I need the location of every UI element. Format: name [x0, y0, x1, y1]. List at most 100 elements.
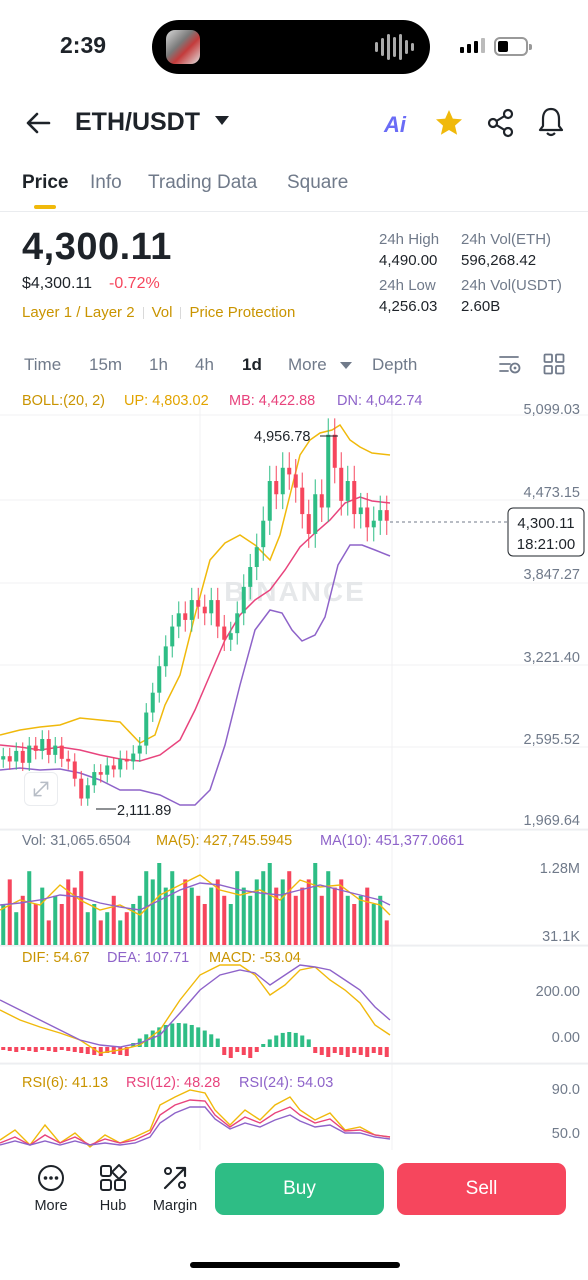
volume-bar — [131, 904, 136, 945]
stat-24h-vol-usdt-value: 2.60B — [461, 298, 501, 315]
price-tick-2: 3,847.27 — [524, 567, 580, 583]
interval-more-caret-icon[interactable] — [340, 362, 352, 369]
macd-histogram — [1, 1023, 389, 1058]
margin-icon[interactable] — [160, 1163, 190, 1193]
volume-bar — [384, 920, 389, 945]
macd-bar — [267, 1039, 272, 1047]
macd-bar — [235, 1047, 240, 1052]
last-price: 4,300.11 — [22, 226, 172, 268]
chart-settings-icon[interactable] — [498, 353, 522, 375]
rsi-6-line — [0, 1089, 391, 1148]
candle-body — [222, 626, 227, 640]
tab-info[interactable]: Info — [90, 172, 122, 193]
macd-bar — [254, 1047, 259, 1052]
candle-body — [228, 633, 233, 640]
macd-bar — [79, 1047, 84, 1053]
hub-label[interactable]: Hub — [99, 1198, 127, 1214]
rsi-24: RSI(24): 54.03 — [239, 1075, 333, 1091]
stat-24h-vol-eth-value: 596,268.42 — [461, 252, 537, 269]
trading-pair-title[interactable]: ETH/USDT — [75, 108, 200, 136]
stat-24h-low-value: 4,256.03 — [379, 298, 438, 315]
interval-15m[interactable]: 15m — [89, 355, 123, 374]
current-price-box — [507, 507, 585, 557]
macd-bar — [163, 1024, 168, 1047]
buy-button[interactable]: Buy — [215, 1163, 384, 1215]
tag-price-protection[interactable]: Price Protection — [189, 304, 296, 321]
volume-bar — [209, 887, 214, 945]
fullscreen-expand-icon[interactable] — [24, 772, 58, 806]
tag-layer[interactable]: Layer 1 / Layer 2 — [22, 304, 135, 321]
candle-body — [85, 785, 90, 799]
candle-body — [66, 758, 71, 762]
boll-upper-band — [0, 423, 391, 744]
candle-body — [14, 750, 19, 762]
pair-dropdown-caret-icon[interactable] — [215, 116, 229, 125]
rsi-6: RSI(6): 41.13 — [22, 1075, 108, 1091]
macd-bar — [332, 1047, 337, 1053]
volume-bar — [228, 904, 233, 945]
more-icon[interactable] — [36, 1163, 66, 1193]
candle-body — [261, 520, 266, 548]
candle-body — [254, 547, 259, 568]
volume-bar — [170, 871, 175, 945]
interval-time[interactable]: Time — [24, 355, 62, 374]
volume-tick-max: 1.28M — [540, 861, 580, 877]
volume-bar — [365, 887, 370, 945]
candle-body — [313, 494, 318, 534]
ai-assistant-icon[interactable]: Ai — [384, 112, 406, 137]
macd-bar — [124, 1047, 129, 1056]
more-label[interactable]: More — [34, 1198, 68, 1214]
macd-bar — [358, 1047, 363, 1055]
volume-bar — [248, 895, 253, 945]
favorite-star-icon[interactable] — [434, 108, 464, 138]
binance-watermark: BINANCE — [224, 576, 366, 607]
back-arrow-icon[interactable] — [24, 108, 54, 138]
volume-bar — [196, 895, 201, 945]
volume-bar — [85, 912, 90, 945]
macd-dea-line — [0, 964, 391, 1048]
macd-bar — [105, 1047, 110, 1053]
layout-grid-icon[interactable] — [543, 353, 565, 375]
candle-body — [293, 474, 298, 488]
price-chart[interactable]: BINANCE BOLL:(20, 2) UP: 4,803.02 MB: 4,… — [0, 385, 588, 1150]
tag-vol[interactable]: Vol — [151, 304, 173, 321]
candle-body — [189, 600, 194, 620]
interval-depth[interactable]: Depth — [372, 355, 418, 374]
macd-dif: DIF: 54.67 — [22, 950, 90, 966]
battery-icon — [494, 37, 532, 56]
volume-bar — [150, 879, 155, 945]
volume-label: Vol: 31,065.6504 — [22, 833, 131, 849]
macd-bar — [306, 1039, 311, 1047]
macd-bar — [261, 1044, 266, 1047]
margin-label[interactable]: Margin — [152, 1198, 198, 1214]
boll-lower-band — [0, 544, 391, 806]
status-time: 2:39 — [60, 32, 107, 58]
macd-bar — [7, 1047, 12, 1051]
audio-waveform-icon — [375, 34, 414, 60]
stat-24h-vol-usdt-label: 24h Vol(USDT) — [461, 277, 562, 294]
volume-bar — [189, 887, 194, 945]
macd-bar — [241, 1047, 246, 1055]
macd-bar — [215, 1038, 220, 1047]
notification-bell-icon[interactable] — [536, 106, 566, 138]
dynamic-island — [152, 20, 430, 74]
hub-icon[interactable] — [98, 1163, 128, 1193]
macd-bar — [228, 1047, 233, 1058]
macd-bar — [365, 1047, 370, 1057]
tab-square[interactable]: Square — [287, 172, 349, 193]
sell-button[interactable]: Sell — [397, 1163, 566, 1215]
macd-bar — [170, 1023, 175, 1047]
candle-body — [248, 567, 253, 587]
tab-price[interactable]: Price — [22, 172, 69, 193]
volume-bar — [280, 879, 285, 945]
candle-body — [365, 507, 370, 528]
interval-1d[interactable]: 1d — [242, 355, 262, 374]
candle-body — [306, 514, 311, 534]
candle-body — [1, 756, 6, 760]
tab-trading-data[interactable]: Trading Data — [148, 172, 258, 193]
share-icon[interactable] — [486, 108, 516, 138]
interval-1h[interactable]: 1h — [149, 355, 168, 374]
current-price-value: 4,300.11 — [517, 515, 574, 532]
interval-more[interactable]: More — [288, 355, 327, 374]
interval-4h[interactable]: 4h — [195, 355, 214, 374]
